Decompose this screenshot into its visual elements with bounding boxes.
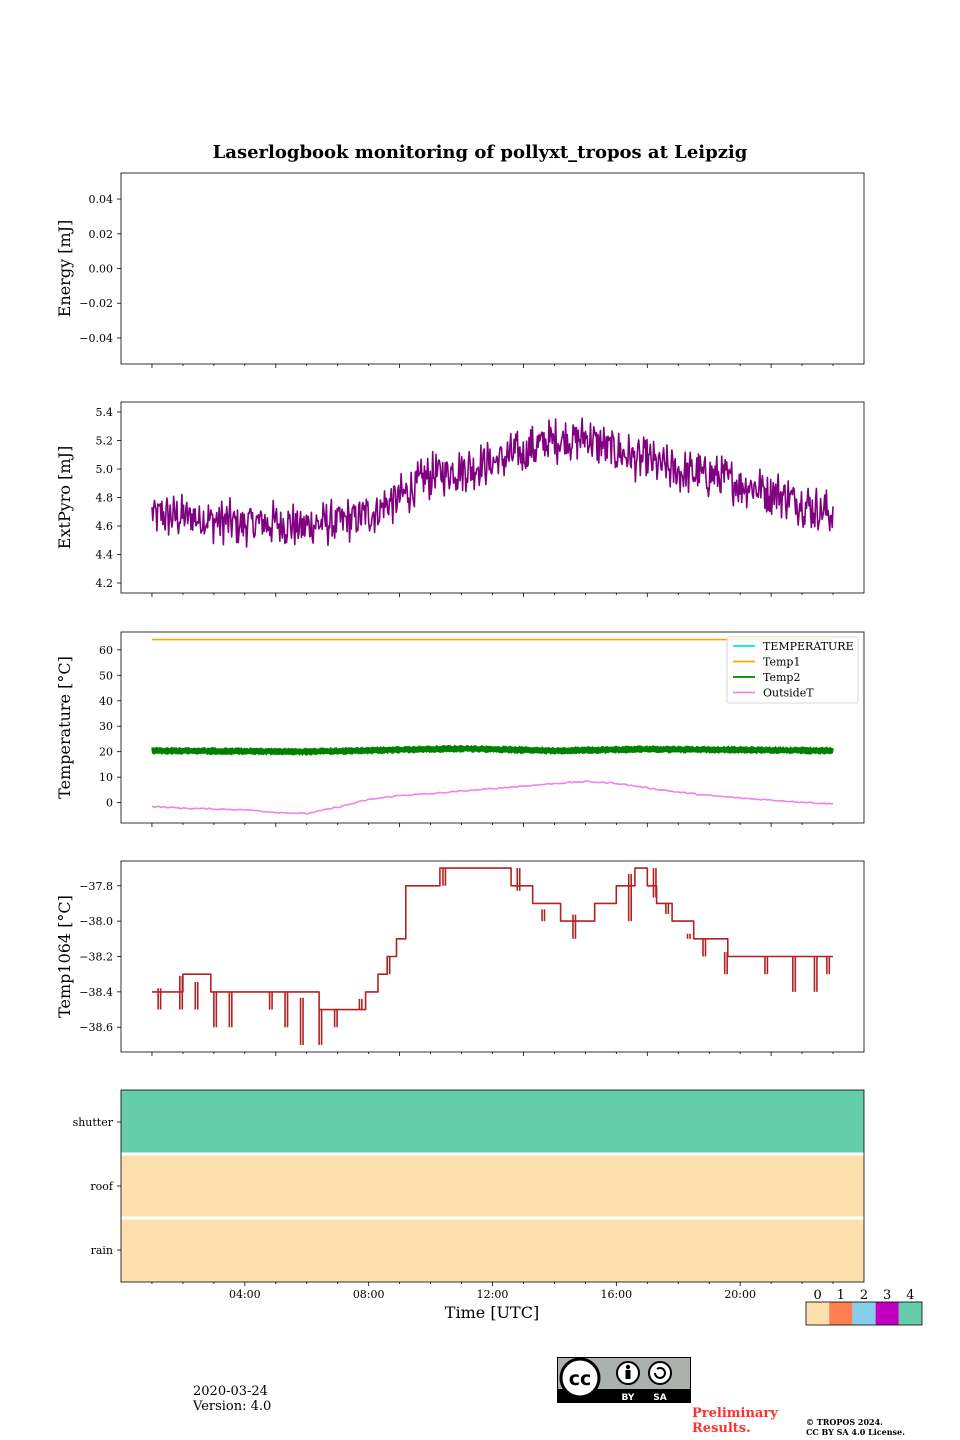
- status-xtick-label: 20:00: [724, 1288, 756, 1301]
- status-row-roof: [121, 1154, 864, 1218]
- colorbar-swatch-0: [806, 1302, 830, 1325]
- panel-energy: −0.04 −0.02 0.00 0.02 0.04 Energy [mJ]: [55, 172, 865, 368]
- figure-title: Laserlogbook monitoring of pollyxt_tropo…: [213, 142, 748, 163]
- copyright-line-2: CC BY SA 4.0 License.: [806, 1427, 905, 1437]
- legend-label-temp1: Temp1: [763, 656, 800, 669]
- temperature-ylabel: Temperature [°C]: [55, 656, 74, 799]
- temperature-series-outsidet: [151, 780, 834, 815]
- status-row-shutter: [121, 1090, 864, 1154]
- preliminary-line-1: Preliminary: [692, 1406, 778, 1421]
- plot-date: 2020-03-24: [193, 1384, 268, 1399]
- status-row-label-roof: roof: [90, 1180, 114, 1193]
- status-xtick-label: 16:00: [600, 1288, 632, 1301]
- status-row-label-rain: rain: [91, 1244, 113, 1257]
- extpyro-ytick-label: 5.2: [96, 434, 114, 447]
- temperature-ytick-label: 10: [99, 771, 113, 784]
- energy-ytick-label: 0.02: [89, 228, 114, 241]
- temp1064-ytick-label: −38.4: [79, 986, 113, 999]
- extpyro-series-extpyro: [151, 417, 834, 548]
- energy-ytick-label: 0.00: [89, 263, 114, 276]
- copyright-line-1: © TROPOS 2024.: [806, 1417, 883, 1427]
- copyright-note: © TROPOS 2024. CC BY SA 4.0 License.: [806, 1417, 905, 1437]
- colorbar-label-2: 2: [860, 1288, 868, 1303]
- energy-axes-frame: [120, 172, 865, 365]
- temp1064-ytick-label: −37.8: [79, 880, 113, 893]
- status-xtick-label: 04:00: [229, 1288, 261, 1301]
- status-xlabel: Time [UTC]: [445, 1303, 539, 1322]
- cc-logo-text: cc: [569, 1368, 592, 1390]
- status-row-rain: [121, 1218, 864, 1282]
- energy-ytick-label: −0.04: [79, 332, 113, 345]
- colorbar-label-3: 3: [883, 1288, 891, 1303]
- temperature-ytick-label: 0: [106, 797, 113, 810]
- temperature-ytick-label: 50: [99, 669, 113, 682]
- colorbar-label-4: 4: [906, 1288, 914, 1303]
- status-xtick-label: 08:00: [353, 1288, 385, 1301]
- legend-label-outsidet: OutsideT: [763, 687, 814, 700]
- temperature-series-temp2: [151, 744, 834, 756]
- temperature-ytick-label: 30: [99, 720, 113, 733]
- legend-label-temp2: Temp2: [763, 671, 800, 684]
- colorbar-swatch-2: [852, 1302, 876, 1325]
- version-label: Version: 4.0: [193, 1399, 272, 1414]
- colorbar-frame: [805, 1301, 923, 1326]
- energy-ylabel: Energy [mJ]: [55, 220, 74, 318]
- extpyro-ytick-label: 4.6: [96, 520, 114, 533]
- temperature-ytick-label: 60: [99, 644, 113, 657]
- temp1064-ylabel: Temp1064 [°C]: [55, 895, 74, 1018]
- extpyro-ytick-label: 5.4: [96, 406, 114, 419]
- preliminary-note: Preliminary Results.: [692, 1406, 778, 1436]
- colorbar-swatch-3: [875, 1302, 899, 1325]
- colorbar-label-1: 1: [837, 1288, 845, 1303]
- cc-sa-label: SA: [653, 1393, 666, 1403]
- colorbar-label-0: 0: [813, 1288, 821, 1303]
- preliminary-line-2: Results.: [692, 1421, 751, 1436]
- panel-extpyro: 4.2 4.4 4.6 4.8 5.0 5.2 5.4 ExtPyro [mJ]: [55, 401, 865, 597]
- colorbar-swatch-4: [898, 1302, 922, 1325]
- temp1064-series-temp1064: [152, 867, 833, 1011]
- extpyro-ytick-label: 4.4: [96, 549, 114, 562]
- sa-sharealike-icon: [648, 1361, 672, 1385]
- extpyro-ylabel: ExtPyro [mJ]: [55, 446, 74, 549]
- cc-license-badge: cc BY SA: [557, 1357, 691, 1403]
- temp1064-ytick-label: −38.2: [79, 951, 113, 964]
- temp1064-ytick-label: −38.0: [79, 915, 113, 928]
- status-xtick-label: 12:00: [477, 1288, 509, 1301]
- extpyro-ytick-label: 4.2: [96, 577, 114, 590]
- cc-by-label: BY: [622, 1393, 635, 1403]
- temp1064-ytick-label: −38.6: [79, 1021, 113, 1034]
- energy-ytick-label: −0.02: [79, 297, 113, 310]
- legend-frame: [726, 636, 859, 704]
- extpyro-ytick-label: 5.0: [96, 463, 114, 476]
- temperature-ytick-label: 40: [99, 695, 113, 708]
- temperature-legend: TEMPERATURE Temp1 Temp2 OutsideT: [726, 636, 859, 704]
- extpyro-ytick-label: 4.8: [96, 492, 114, 505]
- energy-ytick-label: 0.04: [89, 193, 114, 206]
- legend-label-temperature: TEMPERATURE: [763, 640, 854, 653]
- status-row-label-shutter: shutter: [73, 1116, 114, 1129]
- date-version-block: 2020-03-24 Version: 4.0: [193, 1384, 271, 1414]
- status-panel: shutter roof rain 04:00 08:00 12:00 16:00 20:00…: [73, 1089, 865, 1322]
- colorbar-swatch-1: [829, 1302, 853, 1325]
- temperature-ytick-label: 20: [99, 746, 113, 759]
- panel-temp1064: −38.6 −38.4 −38.2 −38.0 −37.8 Temp1064 [°C]: [55, 860, 865, 1056]
- panel-temperature: 0 10 20 30 40 50 60 Temperature [°C] TEMPERATURE…: [55, 631, 865, 827]
